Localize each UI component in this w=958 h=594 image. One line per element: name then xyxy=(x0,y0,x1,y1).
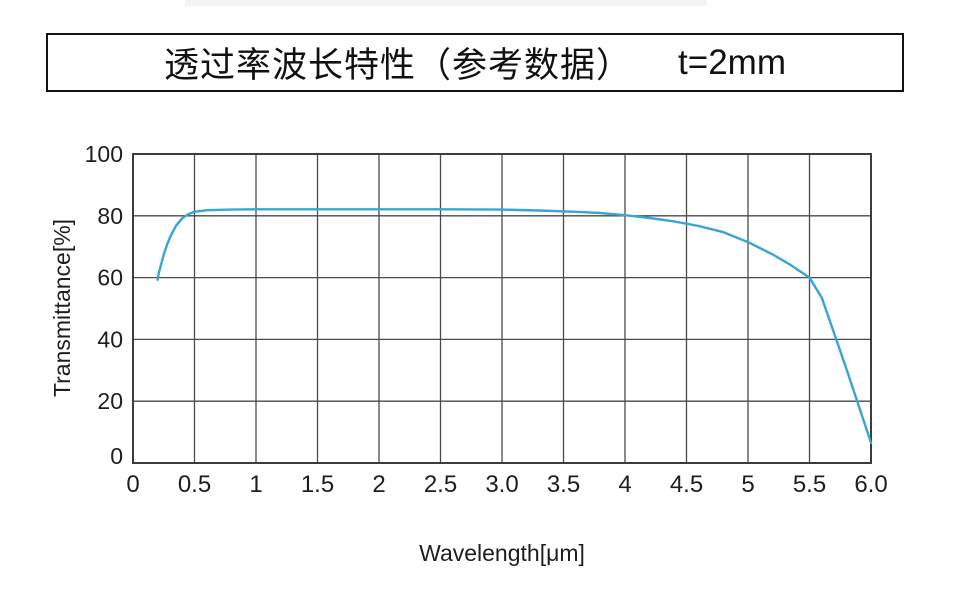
y-tick-label: 20 xyxy=(97,388,123,414)
plot-border xyxy=(132,153,872,464)
x-axis-label: Wavelength[μm] xyxy=(419,540,585,566)
x-tick-label: 0.5 xyxy=(178,471,211,498)
y-tick-label: 0 xyxy=(110,443,123,469)
x-tick-label: 4 xyxy=(618,471,631,498)
x-tick-label: 3.0 xyxy=(485,471,518,498)
y-tick-label: 80 xyxy=(97,203,123,229)
y-axis-label: Transmittance[%] xyxy=(49,219,75,397)
x-tick-label: 0 xyxy=(126,471,139,498)
y-tick-label: 40 xyxy=(97,326,123,352)
transmittance-curve xyxy=(156,208,873,445)
top-strip xyxy=(185,0,707,6)
y-tick-label: 100 xyxy=(85,141,123,167)
y-tick-label: 60 xyxy=(97,265,123,291)
x-tick-label: 1.5 xyxy=(301,471,334,498)
x-tick-label: 4.5 xyxy=(670,471,703,498)
x-tick-label: 5.5 xyxy=(793,471,826,498)
x-tick-label: 6.0 xyxy=(854,471,887,498)
thickness-label: t=2mm xyxy=(678,42,786,82)
x-tick-label: 2.5 xyxy=(424,471,457,498)
title-banner: 透过率波长特性（参考数据） t=2mm xyxy=(46,33,904,92)
page-title: 透过率波长特性（参考数据） xyxy=(164,46,633,85)
x-tick-label: 2 xyxy=(372,471,385,498)
x-tick-label: 1 xyxy=(249,471,262,498)
x-tick-label: 5 xyxy=(741,471,754,498)
x-tick-label: 3.5 xyxy=(547,471,580,498)
